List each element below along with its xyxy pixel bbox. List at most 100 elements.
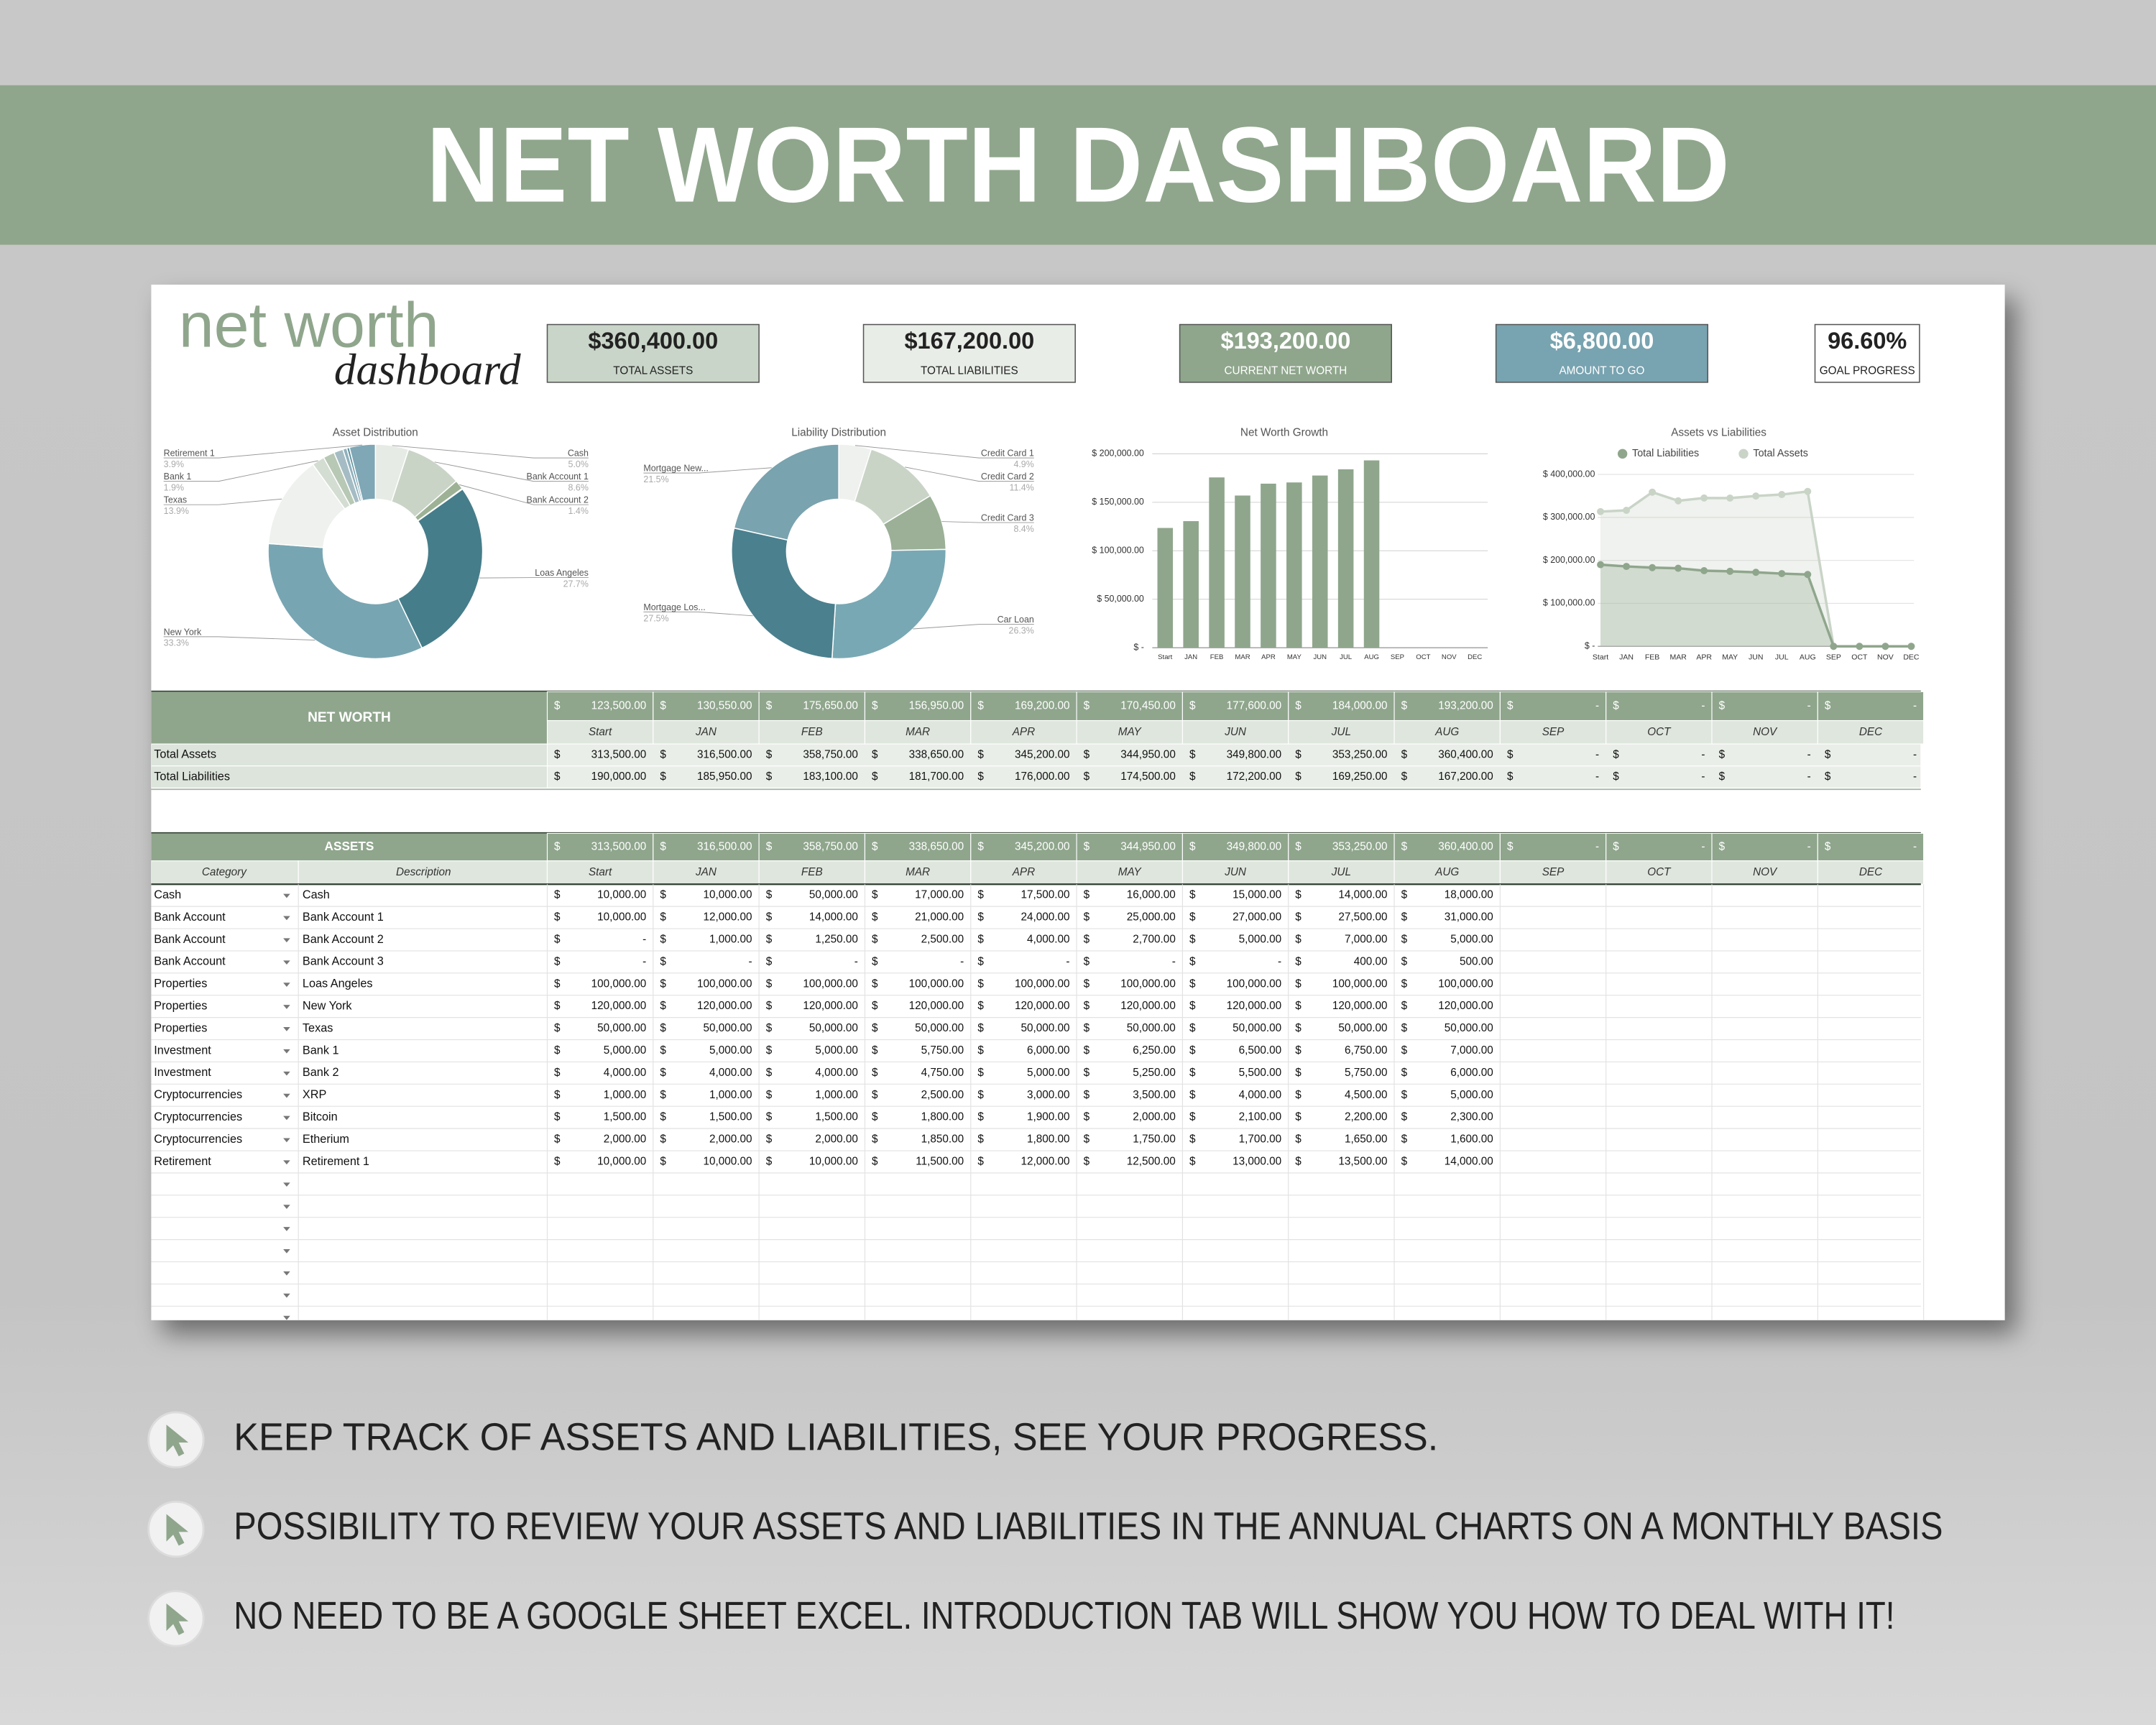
currency-symbol: $ [766, 1022, 773, 1034]
category-cell: Bank Account [154, 933, 226, 946]
y-tick-label: $ 100,000.00 [1543, 598, 1595, 608]
currency-symbol: $ [1401, 770, 1408, 783]
slice-value-label: 27.5% [643, 613, 668, 623]
cell-value: 100,000.00 [909, 978, 964, 990]
chart-title: Asset Distribution [333, 427, 418, 439]
currency-symbol: $ [1401, 889, 1408, 901]
bullet-arrow [166, 1603, 189, 1635]
currency-symbol: $ [554, 841, 561, 853]
currency-symbol: $ [1401, 1156, 1408, 1168]
cell-value: 172,200.00 [1227, 770, 1282, 783]
month-header-cell [1711, 860, 1818, 885]
cell-value: - [1595, 700, 1599, 712]
cell-value: 2,000.00 [604, 1133, 647, 1146]
currency-symbol: $ [1189, 1089, 1196, 1101]
currency-symbol: $ [766, 1067, 773, 1079]
currency-symbol: $ [554, 978, 561, 990]
currency-symbol: $ [1825, 770, 1831, 783]
cell-value: 13,500.00 [1338, 1156, 1387, 1168]
bar [1157, 528, 1174, 648]
bar [1183, 521, 1199, 648]
cell-value: 1,600.00 [1450, 1133, 1493, 1146]
dropdown-arrow [283, 1071, 290, 1076]
currency-symbol: $ [1719, 841, 1726, 853]
legend-label: Total Assets [1753, 448, 1807, 459]
slice-label: Credit Card 1 [981, 448, 1034, 459]
currency-symbol: $ [554, 1111, 561, 1123]
cell-value: 50,000.00 [809, 1022, 858, 1034]
legend-marker [1617, 448, 1628, 459]
currency-symbol: $ [872, 1067, 878, 1079]
currency-symbol: $ [1613, 748, 1619, 760]
currency-symbol: $ [1189, 770, 1196, 783]
month-header: MAR [906, 866, 930, 878]
currency-symbol: $ [660, 1089, 666, 1101]
point [1597, 561, 1605, 569]
cell-value: 15,000.00 [1233, 889, 1281, 901]
cell-value: 156,950.00 [909, 700, 964, 712]
month-header: AUG [1434, 866, 1459, 878]
x-tick-label: FEB [1645, 653, 1659, 661]
kpi-box [1179, 323, 1392, 383]
cell-value: 120,000.00 [803, 1000, 858, 1012]
leader-line [854, 445, 1034, 459]
cell-value: 338,650.00 [909, 748, 964, 760]
currency-symbol: $ [1401, 700, 1408, 712]
cell-value: 25,000.00 [1127, 911, 1176, 924]
category-cell: Bank Account [154, 955, 226, 968]
bullet-arrow [166, 1514, 189, 1546]
cell-value: 14,000.00 [1445, 1156, 1493, 1168]
cell-value: - [642, 955, 646, 967]
cell-value: 5,750.00 [1345, 1067, 1388, 1079]
cell-value: 120,000.00 [697, 1000, 752, 1012]
currency-symbol: $ [977, 770, 984, 783]
bar [1286, 482, 1302, 648]
dropdown-arrow [283, 1315, 290, 1320]
bar [1337, 469, 1354, 648]
bar [1235, 495, 1250, 648]
leader-line [434, 461, 589, 482]
cell-value: 16,000.00 [1127, 889, 1176, 901]
cell-value: 353,250.00 [1332, 748, 1388, 760]
leader-line [643, 467, 772, 474]
currency-symbol: $ [977, 841, 984, 853]
currency-symbol: $ [1825, 748, 1831, 760]
cell-value: 50,000.00 [809, 889, 858, 901]
pie-slice [831, 548, 947, 660]
dropdown-arrow [283, 1182, 290, 1187]
point [1597, 507, 1605, 515]
cell-value: 17,500.00 [1021, 889, 1069, 901]
cell-value: - [1913, 770, 1917, 783]
point [1623, 563, 1631, 571]
y-tick-label: $ 100,000.00 [1092, 546, 1144, 556]
currency-symbol: $ [977, 748, 984, 760]
bullet-list: KEEP TRACK OF ASSETS AND LIABILITIES, SE… [147, 1411, 1943, 1647]
cell-value: 1,800.00 [1027, 1133, 1070, 1146]
cell-value: 14,000.00 [809, 911, 858, 924]
month-header-cell [1817, 719, 1925, 745]
cell-value: 3,500.00 [1133, 1089, 1176, 1101]
row-label-bg [151, 743, 548, 767]
point [1830, 643, 1838, 650]
x-tick-label: MAY [1722, 653, 1738, 661]
cell-value: 177,600.00 [1227, 700, 1282, 712]
month-header-cell [653, 719, 760, 745]
cell-value: 2,500.00 [921, 1089, 964, 1101]
description-cell: Texas [303, 1021, 333, 1034]
dropdown-arrow [283, 960, 290, 965]
currency-symbol: $ [1295, 700, 1302, 712]
leader-line [163, 498, 282, 505]
currency-symbol: $ [554, 1089, 561, 1101]
point [1700, 567, 1708, 574]
cell-value: - [1807, 748, 1811, 760]
currency-symbol: $ [766, 889, 773, 901]
x-tick-label: JUN [1313, 653, 1327, 661]
cell-value: 4,000.00 [604, 1067, 647, 1079]
currency-symbol: $ [766, 1089, 773, 1101]
kpi-label: GOAL PROGRESS [1820, 365, 1915, 377]
x-tick-label: MAY [1287, 653, 1302, 661]
currency-symbol: $ [660, 1000, 666, 1012]
month-header: DEC [1859, 726, 1883, 738]
x-tick-label: SEP [1391, 653, 1404, 661]
currency-symbol: $ [1189, 1067, 1196, 1079]
